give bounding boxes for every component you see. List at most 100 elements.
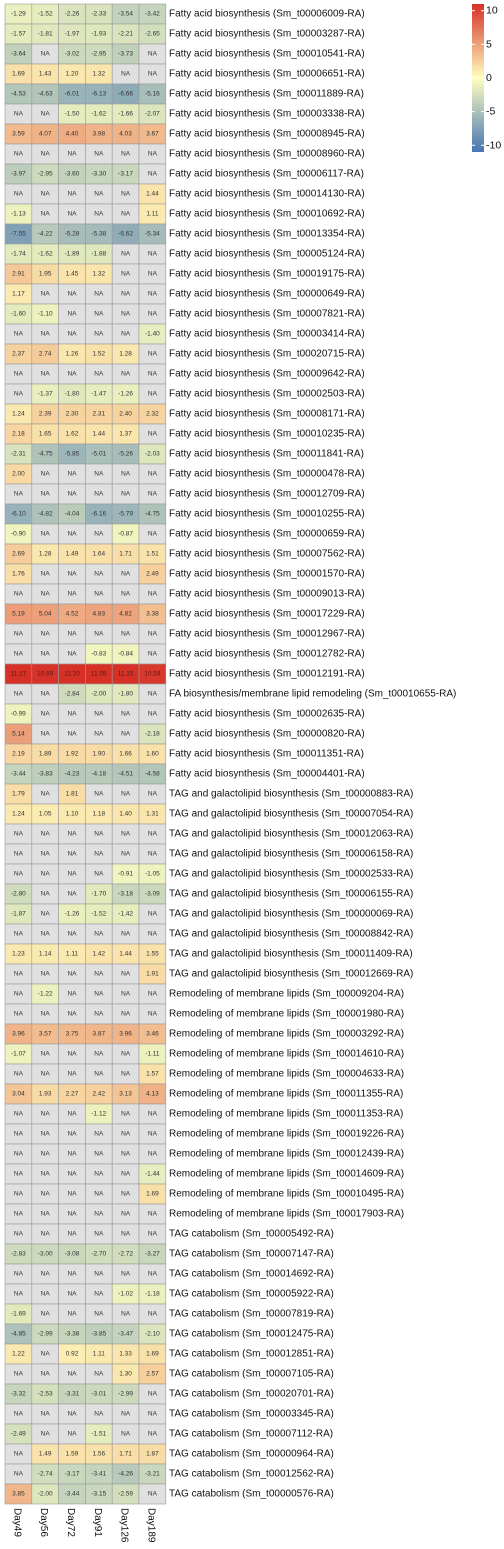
cell-value: NA <box>14 851 24 858</box>
row-label: Fatty acid biosynthesis (Sm_t00006117-RA… <box>169 169 364 180</box>
cell-value: NA <box>14 871 24 878</box>
row-label: TAG and galactolipid biosynthesis (Sm_t0… <box>169 929 413 940</box>
cell-value: 1.57 <box>146 1071 159 1078</box>
cell-value: -1.57 <box>11 31 26 38</box>
cell-value: -3.73 <box>118 51 133 58</box>
cell-value: -5.38 <box>91 231 106 238</box>
cell-value: NA <box>41 1311 51 1318</box>
cell-value: 1.56 <box>92 1451 105 1458</box>
column-label: Day56 <box>38 1508 49 1537</box>
cell-value: -3.85 <box>91 1331 106 1338</box>
row-label: Fatty acid biosynthesis (Sm_t00006009-RA… <box>169 9 365 20</box>
cell-value: NA <box>148 1391 158 1398</box>
cell-value: -1.13 <box>11 211 26 218</box>
cell-value: NA <box>14 1271 24 1278</box>
row-label: Fatty acid biosynthesis (Sm_t00005124-RA… <box>169 249 365 260</box>
row-label: Fatty acid biosynthesis (Sm_t00012709-RA… <box>169 489 365 500</box>
cell-value: NA <box>148 911 158 918</box>
cell-value: NA <box>148 1011 158 1018</box>
cell-value: -4.23 <box>65 771 80 778</box>
cell-value: -4.18 <box>91 771 106 778</box>
cell-value: 3.96 <box>119 1031 132 1038</box>
cell-value: NA <box>148 1271 158 1278</box>
cell-value: -0.99 <box>11 711 26 718</box>
cell-value: NA <box>94 211 104 218</box>
column-label: Day126 <box>119 1508 130 1543</box>
cell-value: -2.10 <box>145 1331 160 1338</box>
cell-value: NA <box>94 151 104 158</box>
cell-value: -2.18 <box>145 731 160 738</box>
cell-value: -1.42 <box>118 911 133 918</box>
cell-value: NA <box>121 1171 131 1178</box>
row-label: Fatty acid biosynthesis (Sm_t00010541-RA… <box>169 49 365 60</box>
cell-value: 1.69 <box>12 71 25 78</box>
cell-value: 5.19 <box>12 611 25 618</box>
cell-value: NA <box>121 591 131 598</box>
cell-value: -4.22 <box>38 231 53 238</box>
cell-value: NA <box>148 851 158 858</box>
cell-value: NA <box>41 531 51 538</box>
cell-value: NA <box>14 1111 24 1118</box>
cell-value: 1.18 <box>92 811 105 818</box>
cell-value: 1.26 <box>66 351 79 358</box>
cell-value: NA <box>121 331 131 338</box>
cell-value: 1.92 <box>66 751 79 758</box>
cell-value: NA <box>41 1131 51 1138</box>
cell-value: 1.42 <box>92 951 105 958</box>
cell-value: 1.51 <box>146 551 159 558</box>
cell-value: NA <box>94 311 104 318</box>
cell-value: NA <box>148 351 158 358</box>
cell-value: NA <box>14 1171 24 1178</box>
cell-value: -3.00 <box>38 1251 53 1258</box>
cell-value: 2.30 <box>66 411 79 418</box>
cell-value: -4.04 <box>65 511 80 518</box>
cell-value: NA <box>67 891 77 898</box>
cell-value: NA <box>148 1131 158 1138</box>
cell-value: -3.18 <box>118 891 133 898</box>
row-label: TAG catabolism (Sm_t00005922-RA) <box>169 1289 334 1300</box>
cell-value: 1.44 <box>92 431 105 438</box>
cell-value: NA <box>94 731 104 738</box>
cell-value: -5.26 <box>118 451 133 458</box>
cell-value: 4.13 <box>146 1091 159 1098</box>
cell-value: -4.63 <box>38 91 53 98</box>
row-label: Remodeling of membrane lipids (Sm_t00019… <box>169 1129 404 1140</box>
cell-value: 2.69 <box>12 551 25 558</box>
cell-value: NA <box>67 1411 77 1418</box>
cell-value: NA <box>41 851 51 858</box>
cell-value: 1.11 <box>146 211 159 218</box>
cell-value: NA <box>14 831 24 838</box>
cell-value: NA <box>94 1071 104 1078</box>
row-label: TAG and galactolipid biosynthesis (Sm_t0… <box>169 849 413 860</box>
cell-value: NA <box>148 151 158 158</box>
row-label: Fatty acid biosynthesis (Sm_t00003338-RA… <box>169 109 365 120</box>
row-label: Remodeling of membrane lipids (Sm_t00014… <box>169 1169 404 1180</box>
cell-value: NA <box>41 1011 51 1018</box>
cell-value: -1.05 <box>145 871 160 878</box>
cell-value: -1.70 <box>91 891 106 898</box>
cell-value: 3.04 <box>12 1091 25 1098</box>
cell-value: NA <box>121 1431 131 1438</box>
cell-value: -1.40 <box>145 331 160 338</box>
cell-value: NA <box>14 191 24 198</box>
cell-value: NA <box>121 311 131 318</box>
row-label: Fatty acid biosynthesis (Sm_t00009642-RA… <box>169 369 365 380</box>
cell-value: NA <box>94 1171 104 1178</box>
row-label: Remodeling of membrane lipids (Sm_t00009… <box>169 989 404 1000</box>
cell-value: NA <box>121 991 131 998</box>
cell-value: NA <box>41 211 51 218</box>
cell-value: 1.49 <box>39 1451 52 1458</box>
cell-value: -4.82 <box>38 511 53 518</box>
row-label: Fatty acid biosynthesis (Sm_t00020715-RA… <box>169 349 365 360</box>
cell-value: NA <box>14 1371 24 1378</box>
cell-value: NA <box>41 491 51 498</box>
row-label: Fatty acid biosynthesis (Sm_t00014130-RA… <box>169 189 365 200</box>
cell-value: 1.44 <box>146 191 159 198</box>
cell-value: NA <box>121 571 131 578</box>
cell-value: NA <box>94 291 104 298</box>
row-label: Fatty acid biosynthesis (Sm_t00006651-RA… <box>169 69 365 80</box>
cell-value: NA <box>41 1111 51 1118</box>
row-label: TAG catabolism (Sm_t00005492-RA) <box>169 1229 334 1240</box>
cell-value: -6.62 <box>118 231 133 238</box>
row-label: Fatty acid biosynthesis (Sm_t00008960-RA… <box>169 149 365 160</box>
